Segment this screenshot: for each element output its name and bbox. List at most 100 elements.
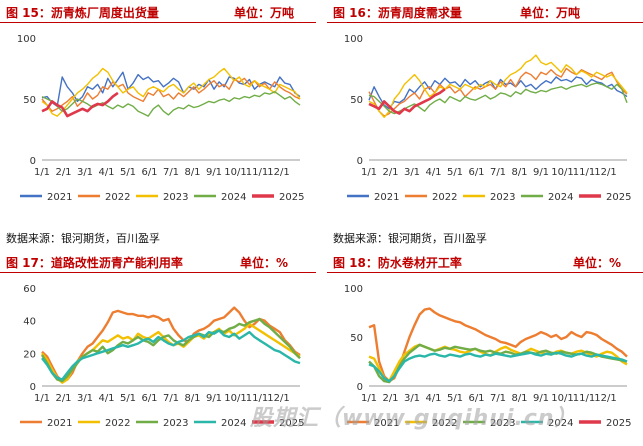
x-tick-label: 3/1	[404, 167, 420, 178]
x-tick-label: 6/1	[141, 393, 157, 404]
x-tick-label: 10/1	[224, 393, 246, 404]
x-tick-label: 10/1	[224, 167, 246, 178]
line-chart: 0 50 100 1/1 2/1 3/1 4/1 5/1 6/1 7/1 8/1 9/1 10/1 11/…	[344, 34, 632, 203]
series-line-2021	[41, 71, 301, 108]
figure-unit: 单位：%	[573, 256, 622, 270]
y-tick-label: 100	[17, 34, 36, 45]
figure-unit: 单位：%	[240, 256, 289, 270]
x-tick-label: 2/1	[382, 167, 398, 178]
x-tick-label: 6/1	[141, 167, 157, 178]
x-tick-label: 9/1	[206, 393, 222, 404]
x-tick-label: 7/1	[490, 167, 506, 178]
y-tick-label: 100	[344, 34, 363, 45]
figure-unit: 单位：万吨	[234, 6, 295, 20]
x-tick-label: 11/1	[246, 393, 268, 404]
legend-label: 2021	[47, 192, 72, 203]
figure-header: 图 18：防水卷材开工率 单位：%	[327, 250, 643, 273]
series-line-2021	[41, 306, 301, 383]
series-line-2024	[41, 90, 301, 117]
x-tick-label: 5/1	[120, 167, 136, 178]
x-tick-label: 2/1	[55, 167, 71, 178]
x-tick-label: 11/1	[246, 167, 268, 178]
series-line-2021	[368, 307, 628, 383]
legend-label: 2022	[432, 418, 457, 429]
legend-label: 2023	[163, 192, 188, 203]
x-tick-label: 7/1	[163, 167, 179, 178]
legend-label: 2021	[374, 418, 399, 429]
x-tick-label: 1/1	[34, 167, 50, 178]
x-tick-label: 12/1	[267, 167, 289, 178]
x-tick-label: 6/1	[468, 393, 484, 404]
x-tick-label: 1/1	[34, 393, 50, 404]
figure-header: 图 17：道路改性沥青产能利用率 单位：%	[0, 250, 316, 273]
x-tick-label: 3/1	[77, 393, 93, 404]
y-tick-label: 0	[357, 156, 363, 167]
series-line-2024	[41, 329, 301, 381]
series-line-2025	[368, 88, 446, 115]
chart-panel-17: 图 17：道路改性沥青产能利用率 单位：% 0 20 40 60 1/1 2/1 3/1 4/…	[0, 250, 316, 446]
series-line-2022	[41, 322, 301, 384]
legend-label: 2021	[374, 192, 399, 203]
legend-label: 2024	[221, 192, 246, 203]
source-note-left: 数据来源：银河期货，百川盈孚	[6, 232, 160, 245]
figure-title: 图 17：道路改性沥青产能利用率	[6, 256, 183, 270]
y-tick-label: 0	[30, 382, 36, 393]
x-tick-label: 10/1	[551, 167, 573, 178]
x-tick-label: 2/1	[55, 393, 71, 404]
legend-label: 2021	[47, 418, 72, 429]
figure-title: 图 16：沥青周度需求量	[333, 6, 462, 20]
series-line-2022	[41, 77, 301, 112]
x-tick-label: 2/1	[382, 393, 398, 404]
x-tick-label: 4/1	[425, 393, 441, 404]
legend-label: 2025	[279, 192, 304, 203]
x-tick-label: 8/1	[511, 167, 527, 178]
watermark: 股期汇（www.guqihui.cn）	[250, 406, 578, 431]
series-line-2022	[368, 343, 628, 383]
title-rule	[327, 22, 643, 23]
legend-label: 2024	[548, 192, 573, 203]
line-chart: 0 50 100 1/1 2/1 3/1 4/1 5/1 6/1 7/1 8/1 9/1 10/1 11/…	[344, 284, 632, 429]
x-tick-label: 4/1	[98, 167, 114, 178]
x-tick-label: 9/1	[533, 167, 549, 178]
title-rule	[327, 272, 643, 273]
legend-label: 2022	[432, 192, 457, 203]
legend-label: 2023	[490, 192, 515, 203]
x-tick-label: 1/1	[361, 393, 377, 404]
figure-title: 图 15：沥青炼厂周度出货量	[6, 6, 159, 20]
series-line-2023	[41, 67, 301, 117]
figure-header: 图 16：沥青周度需求量 单位：万吨	[327, 0, 643, 23]
x-tick-label: 9/1	[533, 393, 549, 404]
chart-panel-18: 图 18：防水卷材开工率 单位：% 0 50 100 1/1 2/1 3/1 4/1 5/1 6…	[327, 250, 643, 446]
series-line-2024	[368, 82, 628, 115]
figure-header: 图 15：沥青炼厂周度出货量 单位：万吨	[0, 0, 316, 23]
x-tick-label: 3/1	[77, 167, 93, 178]
x-tick-label: 11/1	[573, 167, 595, 178]
x-tick-label: 12/1	[267, 393, 289, 404]
y-tick-label: 100	[344, 284, 363, 295]
x-tick-label: 4/1	[425, 167, 441, 178]
legend-label: 2025	[606, 418, 631, 429]
x-tick-label: 7/1	[490, 393, 506, 404]
x-tick-label: 8/1	[184, 167, 200, 178]
legend-label: 2024	[221, 418, 246, 429]
legend-label: 2025	[606, 192, 631, 203]
x-tick-label: 7/1	[163, 393, 179, 404]
x-tick-label: 8/1	[184, 393, 200, 404]
series-line-2025	[41, 91, 119, 118]
legend-label: 2025	[279, 418, 304, 429]
y-tick-label: 50	[350, 95, 363, 106]
x-tick-label: 12/1	[594, 167, 616, 178]
x-tick-label: 8/1	[511, 393, 527, 404]
series-line-2024	[368, 351, 628, 383]
x-tick-label: 4/1	[98, 393, 114, 404]
chart-panel-16: 图 16：沥青周度需求量 单位：万吨 0 50 100 1/1 2/1 3/1 4/1 5/1…	[327, 0, 643, 220]
chart-panel-15: 图 15：沥青炼厂周度出货量 单位：万吨 0 50 100 1/1 2/1 3/1 4/1 5…	[0, 0, 316, 220]
y-tick-label: 20	[23, 349, 36, 360]
x-tick-label: 5/1	[447, 393, 463, 404]
y-tick-label: 50	[23, 95, 36, 106]
x-tick-label: 10/1	[551, 393, 573, 404]
x-tick-label: 11/1	[573, 393, 595, 404]
y-tick-label: 40	[23, 317, 36, 328]
legend-label: 2023	[163, 418, 188, 429]
x-tick-label: 6/1	[468, 167, 484, 178]
